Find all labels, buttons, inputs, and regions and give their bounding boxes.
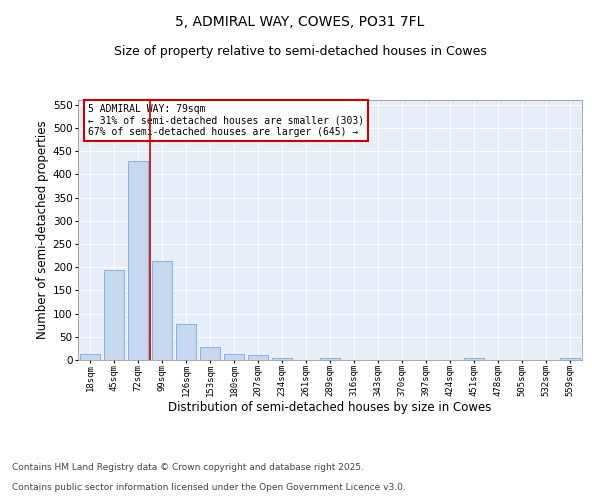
Bar bbox=[80, 354, 100, 360]
Text: Contains HM Land Registry data © Crown copyright and database right 2025.: Contains HM Land Registry data © Crown c… bbox=[12, 464, 364, 472]
Bar bbox=[560, 358, 580, 360]
X-axis label: Distribution of semi-detached houses by size in Cowes: Distribution of semi-detached houses by … bbox=[169, 400, 491, 413]
Bar bbox=[320, 358, 340, 360]
Y-axis label: Number of semi-detached properties: Number of semi-detached properties bbox=[35, 120, 49, 340]
Bar bbox=[248, 356, 268, 360]
Text: 5 ADMIRAL WAY: 79sqm
← 31% of semi-detached houses are smaller (303)
67% of semi: 5 ADMIRAL WAY: 79sqm ← 31% of semi-detac… bbox=[88, 104, 364, 137]
Bar bbox=[128, 162, 148, 360]
Bar bbox=[224, 354, 244, 360]
Bar bbox=[176, 324, 196, 360]
Bar bbox=[272, 358, 292, 360]
Bar bbox=[104, 270, 124, 360]
Bar bbox=[200, 348, 220, 360]
Text: Size of property relative to semi-detached houses in Cowes: Size of property relative to semi-detach… bbox=[113, 45, 487, 58]
Bar bbox=[152, 261, 172, 360]
Text: Contains public sector information licensed under the Open Government Licence v3: Contains public sector information licen… bbox=[12, 484, 406, 492]
Bar bbox=[464, 358, 484, 360]
Text: 5, ADMIRAL WAY, COWES, PO31 7FL: 5, ADMIRAL WAY, COWES, PO31 7FL bbox=[175, 15, 425, 29]
